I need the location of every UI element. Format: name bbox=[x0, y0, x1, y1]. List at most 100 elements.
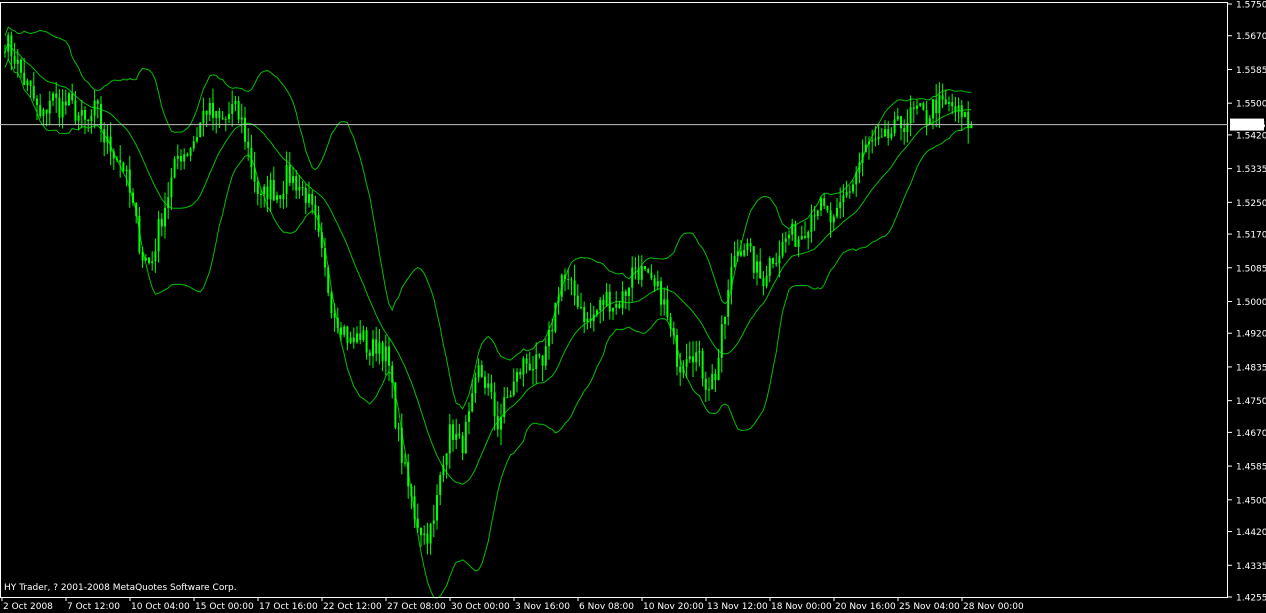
candle-body bbox=[317, 215, 320, 232]
candle-body bbox=[740, 251, 742, 256]
y-tick-label: 1.4585 bbox=[1236, 463, 1266, 473]
candle-body bbox=[493, 392, 496, 417]
y-tick-label: 1.4750 bbox=[1236, 397, 1266, 407]
candle-body bbox=[109, 136, 112, 152]
candle-body bbox=[212, 102, 214, 118]
y-tick-label: 1.5500 bbox=[1236, 100, 1266, 110]
candle-body bbox=[173, 158, 176, 178]
candle-body bbox=[672, 328, 675, 336]
candle-body bbox=[282, 193, 285, 199]
candle-body bbox=[426, 533, 429, 544]
candle-body bbox=[228, 113, 230, 120]
candle-body bbox=[276, 195, 278, 201]
candle-body bbox=[250, 147, 253, 168]
candle-body bbox=[500, 417, 502, 430]
candle-body bbox=[202, 111, 205, 123]
candle-body bbox=[717, 357, 720, 380]
candle-body bbox=[480, 365, 483, 377]
candle-body bbox=[624, 291, 627, 296]
candle-body bbox=[618, 303, 621, 308]
x-tick-label: 10 Nov 20:00 bbox=[643, 602, 704, 612]
candle-body bbox=[484, 376, 486, 388]
y-tick-label: 1.4835 bbox=[1236, 363, 1266, 373]
candle-body bbox=[36, 98, 38, 105]
candle-body bbox=[522, 358, 525, 375]
candle-body bbox=[416, 518, 419, 528]
x-tick-label: 3 Nov 16:00 bbox=[515, 602, 570, 612]
candle-body bbox=[205, 111, 208, 115]
candle-body bbox=[253, 167, 256, 182]
candle-body bbox=[644, 266, 646, 270]
candle-body bbox=[695, 352, 698, 363]
band-upper bbox=[4, 26, 972, 410]
candle-body bbox=[916, 105, 918, 109]
candle-body bbox=[752, 246, 755, 273]
candle-body bbox=[890, 133, 893, 138]
candle-body bbox=[877, 136, 880, 140]
candle-body bbox=[848, 191, 851, 193]
candle-body bbox=[944, 99, 947, 104]
candle-body bbox=[247, 141, 250, 148]
candle-body bbox=[925, 110, 928, 125]
candle-body bbox=[138, 215, 141, 253]
candle-body bbox=[829, 210, 832, 223]
candle-body bbox=[951, 102, 954, 107]
candle-body bbox=[74, 100, 77, 121]
candle-body bbox=[823, 198, 826, 206]
candle-body bbox=[826, 205, 829, 211]
candle-body bbox=[820, 198, 822, 211]
candle-body bbox=[244, 117, 246, 142]
candle-body bbox=[333, 313, 336, 318]
candle-body bbox=[567, 279, 570, 281]
candle-body bbox=[304, 187, 307, 203]
y-tick-label: 1.5750 bbox=[1236, 1, 1266, 11]
candle-body bbox=[704, 378, 707, 390]
candle-body bbox=[439, 475, 442, 496]
candle-body bbox=[576, 295, 579, 307]
candle-body bbox=[45, 109, 48, 114]
candle-body bbox=[16, 59, 19, 64]
candle-body bbox=[13, 55, 16, 64]
candle-body bbox=[666, 299, 669, 318]
candle-body bbox=[544, 346, 547, 366]
candle-body bbox=[327, 267, 330, 293]
candle-body bbox=[292, 176, 294, 184]
candle-body bbox=[836, 207, 838, 217]
candle-body bbox=[106, 136, 109, 143]
candle-body bbox=[154, 251, 157, 262]
candle-body bbox=[724, 316, 726, 325]
candle-body bbox=[311, 193, 314, 205]
candle-body bbox=[167, 197, 170, 208]
x-tick-label: 17 Oct 16:00 bbox=[259, 602, 318, 612]
candle-body bbox=[352, 337, 355, 343]
candle-body bbox=[679, 366, 682, 373]
candle-body bbox=[548, 329, 550, 347]
candle-body bbox=[868, 141, 870, 145]
candle-body bbox=[71, 93, 74, 101]
candle-body bbox=[125, 169, 128, 172]
candle-body bbox=[528, 363, 531, 371]
candle-body bbox=[800, 236, 803, 240]
x-tick-label: 6 Nov 08:00 bbox=[579, 602, 634, 612]
candle-body bbox=[887, 128, 890, 138]
candle-body bbox=[372, 339, 374, 356]
candle-body bbox=[669, 317, 672, 329]
candle-body bbox=[58, 97, 61, 118]
candle-body bbox=[381, 342, 384, 362]
candle-body bbox=[157, 219, 160, 252]
candle-body bbox=[116, 158, 118, 161]
candle-body bbox=[141, 252, 144, 261]
candle-body bbox=[29, 80, 32, 87]
candle-body bbox=[208, 102, 211, 115]
x-tick-label: 27 Oct 08:00 bbox=[387, 602, 446, 612]
candle-body bbox=[77, 115, 80, 121]
candle-body bbox=[362, 330, 365, 340]
candle-body bbox=[583, 307, 586, 323]
candle-body bbox=[794, 223, 797, 247]
candle-body bbox=[538, 354, 541, 356]
plot-frame bbox=[0, 2, 1228, 598]
candle-body bbox=[903, 128, 906, 132]
